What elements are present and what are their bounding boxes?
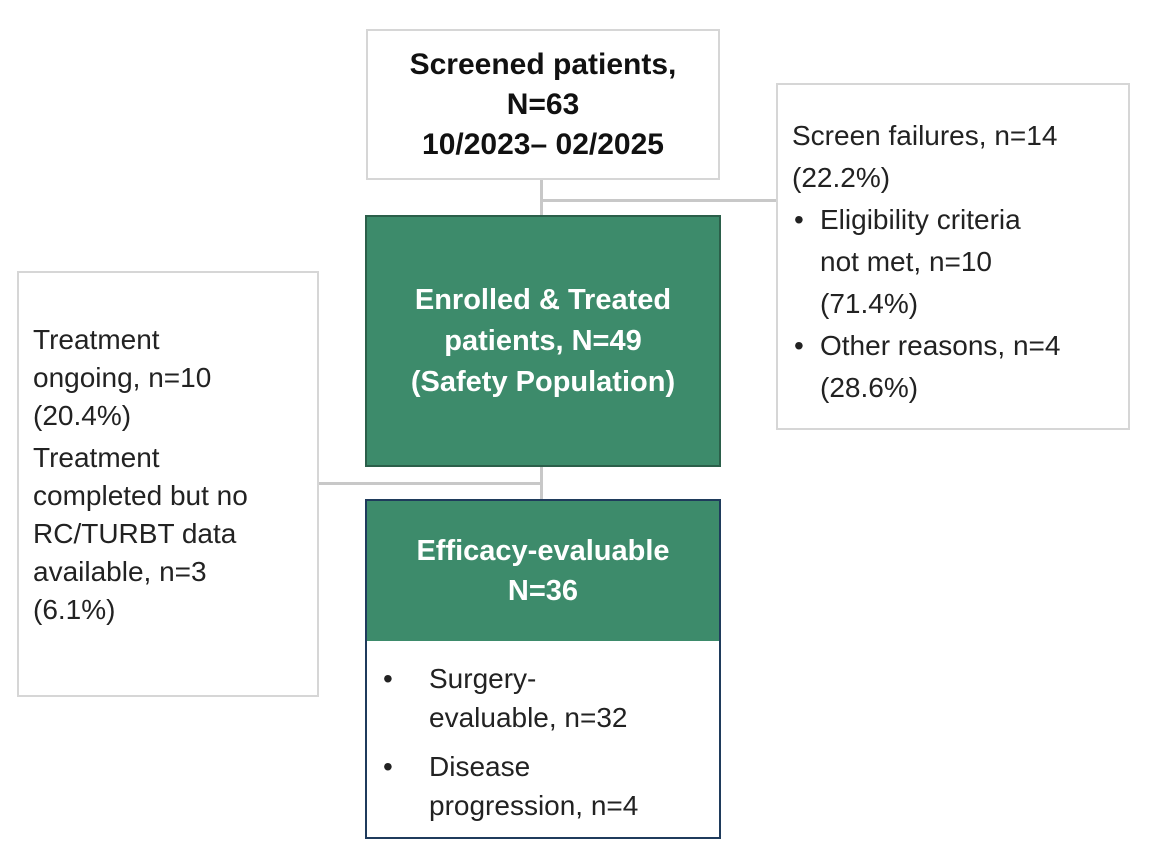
enrolled-count: patients, N=49: [444, 324, 642, 357]
treatment-status-box: Treatment ongoing, n=10 (20.4%) Treatmen…: [17, 271, 319, 697]
treatment-ongoing-group: Treatment ongoing, n=10 (20.4%): [33, 321, 303, 435]
bullet-marker: •: [383, 751, 393, 782]
efficacy-title: Efficacy-evaluable: [416, 535, 670, 567]
treatment-text: completed but no: [33, 480, 248, 511]
efficacy-item-text: Surgery-: [429, 663, 537, 694]
screen-failures-box: Screen failures, n=14 (22.2%) • Eligibil…: [776, 83, 1130, 430]
efficacy-evaluable-box: Efficacy-evaluable N=36 • Surgery- evalu…: [365, 499, 721, 839]
efficacy-item-text: progression, n=4: [429, 790, 639, 821]
efficacy-item-text: evaluable, n=32: [429, 702, 628, 733]
bullet-marker: •: [794, 330, 804, 361]
efficacy-count: N=36: [507, 575, 579, 607]
failure-reason-text: not met, n=10: [820, 246, 993, 277]
bullet-marker: •: [794, 204, 804, 235]
treatment-text: Treatment: [33, 442, 160, 473]
screened-date-range: 10/2023– 02/2025: [422, 127, 664, 161]
efficacy-item-progression: • Disease progression, n=4: [379, 747, 709, 825]
screened-title: Screened patients,: [409, 47, 677, 81]
connector-to-screen-failures: [541, 199, 776, 202]
efficacy-header: Efficacy-evaluable N=36: [367, 501, 719, 641]
screened-count: N=63: [506, 87, 580, 121]
failure-reason-text: (28.6%): [820, 372, 919, 403]
enrolled-treated-box: Enrolled & Treated patients, N=49 (Safet…: [365, 215, 721, 467]
screen-failures-title: Screen failures, n=14: [792, 120, 1058, 151]
efficacy-item-surgery: • Surgery- evaluable, n=32: [379, 659, 709, 737]
efficacy-breakdown-list: • Surgery- evaluable, n=32 • Disease pro…: [367, 641, 719, 837]
screen-failures-percent: (22.2%): [792, 162, 891, 193]
efficacy-item-text: Disease: [429, 751, 531, 782]
enrolled-population: (Safety Population): [410, 365, 676, 398]
enrolled-title: Enrolled & Treated: [414, 283, 672, 316]
failure-reason-text: Eligibility criteria: [820, 204, 1021, 235]
connector-screened-to-enrolled: [540, 180, 543, 215]
failure-reason-other: • Other reasons, n=4 (28.6%): [792, 325, 1114, 409]
treatment-text: Treatment: [33, 324, 160, 355]
treatment-completed-group: Treatment completed but no RC/TURBT data…: [33, 439, 303, 629]
failure-reason-eligibility: • Eligibility criteria not met, n=10 (71…: [792, 199, 1114, 325]
treatment-text: (6.1%): [33, 594, 116, 625]
failure-reason-text: (71.4%): [820, 288, 919, 319]
screened-patients-box: Screened patients, N=63 10/2023– 02/2025: [366, 29, 720, 180]
connector-to-treatment: [319, 482, 542, 485]
treatment-text: RC/TURBT data: [33, 518, 237, 549]
treatment-text: ongoing, n=10: [33, 362, 212, 393]
treatment-text: available, n=3: [33, 556, 207, 587]
treatment-text: (20.4%): [33, 400, 132, 431]
failure-reason-text: Other reasons, n=4: [820, 330, 1061, 361]
bullet-marker: •: [383, 663, 393, 694]
